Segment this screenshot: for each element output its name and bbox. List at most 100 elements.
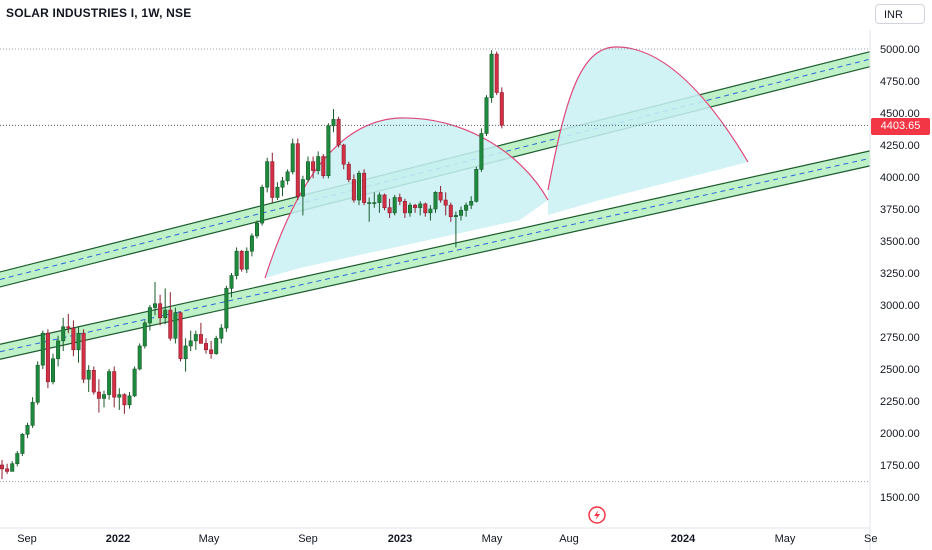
candle-body bbox=[188, 340, 193, 347]
candle bbox=[102, 390, 107, 408]
candle bbox=[300, 175, 305, 216]
candle-body bbox=[448, 204, 453, 217]
candle-body bbox=[428, 208, 433, 214]
symbol-title[interactable]: SOLAR INDUSTRIES I, 1W, NSE bbox=[6, 6, 192, 20]
candle bbox=[96, 379, 101, 413]
candle bbox=[30, 397, 35, 428]
candle-body bbox=[66, 326, 71, 329]
candle bbox=[458, 206, 463, 221]
candle bbox=[209, 340, 214, 359]
y-tick-label: 3000.00 bbox=[880, 300, 920, 312]
candle-body bbox=[127, 395, 132, 406]
candle bbox=[351, 174, 356, 203]
candle-body bbox=[438, 192, 443, 201]
x-tick-label: 2023 bbox=[388, 533, 412, 545]
candle-body bbox=[35, 364, 40, 403]
candle-body bbox=[239, 250, 244, 270]
candle bbox=[61, 317, 66, 352]
candle-body bbox=[377, 194, 382, 203]
candle bbox=[295, 138, 300, 201]
candle bbox=[91, 366, 96, 395]
candle-body bbox=[224, 288, 229, 329]
currency-selector[interactable]: INR bbox=[875, 4, 925, 24]
candle-body bbox=[311, 161, 316, 171]
candle bbox=[433, 191, 438, 213]
candle-body bbox=[219, 327, 224, 339]
candle-body bbox=[265, 161, 270, 188]
candle bbox=[71, 320, 76, 357]
candle bbox=[234, 247, 239, 280]
y-tick-label: 4250.00 bbox=[880, 140, 920, 152]
candle bbox=[158, 294, 163, 326]
candle bbox=[311, 156, 316, 179]
y-tick-label: 3750.00 bbox=[880, 204, 920, 216]
channel-midline-1 bbox=[0, 58, 871, 280]
candle-body bbox=[341, 144, 346, 165]
candle-body bbox=[453, 215, 458, 217]
candle bbox=[56, 335, 61, 367]
candle bbox=[489, 50, 494, 103]
candle-body bbox=[474, 169, 479, 202]
candle bbox=[494, 51, 499, 96]
candle-body bbox=[102, 394, 107, 399]
candle-body bbox=[0, 464, 5, 470]
candle-body bbox=[402, 201, 407, 214]
candle-body bbox=[469, 201, 474, 206]
candle-body bbox=[494, 53, 499, 93]
cup-arc-2 bbox=[547, 46, 749, 191]
candle-body bbox=[397, 197, 402, 202]
candle bbox=[50, 353, 55, 385]
candle-body bbox=[413, 204, 418, 209]
candle bbox=[198, 322, 203, 344]
candle-body bbox=[56, 340, 61, 360]
time-axis[interactable]: Sep 2022 May Sep 2023 May Aug 2024 May Se bbox=[17, 533, 877, 545]
y-tick-label: 2750.00 bbox=[880, 332, 920, 344]
candle bbox=[25, 422, 30, 439]
candle-body bbox=[351, 179, 356, 201]
candle-body bbox=[25, 425, 30, 435]
candle bbox=[35, 361, 40, 405]
candle bbox=[0, 459, 5, 480]
candle bbox=[387, 198, 392, 218]
lightning-bolt-icon[interactable] bbox=[588, 506, 606, 524]
candle bbox=[290, 138, 295, 175]
candle bbox=[163, 288, 168, 325]
candle-body bbox=[423, 203, 428, 214]
candle bbox=[285, 169, 290, 185]
candle-body bbox=[326, 125, 331, 177]
candle-body bbox=[142, 322, 147, 347]
candle bbox=[66, 313, 71, 334]
candle bbox=[392, 194, 397, 216]
candle-body bbox=[45, 332, 50, 383]
candle-body bbox=[81, 332, 86, 380]
candle-body bbox=[367, 202, 372, 204]
y-tick-label: 4000.00 bbox=[880, 172, 920, 184]
y-tick-label: 4750.00 bbox=[880, 76, 920, 88]
candle-body bbox=[372, 202, 377, 204]
y-tick-label: 2000.00 bbox=[880, 428, 920, 440]
candle-body bbox=[214, 337, 219, 354]
candle-body bbox=[464, 204, 469, 211]
candle bbox=[270, 152, 275, 203]
candle bbox=[448, 202, 453, 222]
candle-body bbox=[183, 345, 188, 360]
candle-body bbox=[50, 358, 55, 383]
candle-body bbox=[300, 179, 305, 197]
price-axis[interactable]: 5000.00 4750.00 4500.00 4250.00 4000.00 3750.… bbox=[880, 44, 920, 504]
y-tick-label: 5000.00 bbox=[880, 44, 920, 56]
candle-body bbox=[137, 345, 142, 370]
candle bbox=[122, 393, 127, 414]
candle bbox=[137, 343, 142, 371]
candle-body bbox=[285, 171, 290, 182]
candle bbox=[469, 196, 474, 209]
candle-body bbox=[249, 235, 254, 252]
drawing-overlays bbox=[0, 46, 871, 360]
candle-body bbox=[346, 163, 351, 180]
candle-body bbox=[255, 222, 260, 237]
y-tick-label: 3500.00 bbox=[880, 236, 920, 248]
candle bbox=[117, 388, 122, 410]
candle-body bbox=[71, 327, 76, 351]
x-tick-label: May bbox=[775, 533, 796, 545]
candle-body bbox=[163, 309, 168, 319]
